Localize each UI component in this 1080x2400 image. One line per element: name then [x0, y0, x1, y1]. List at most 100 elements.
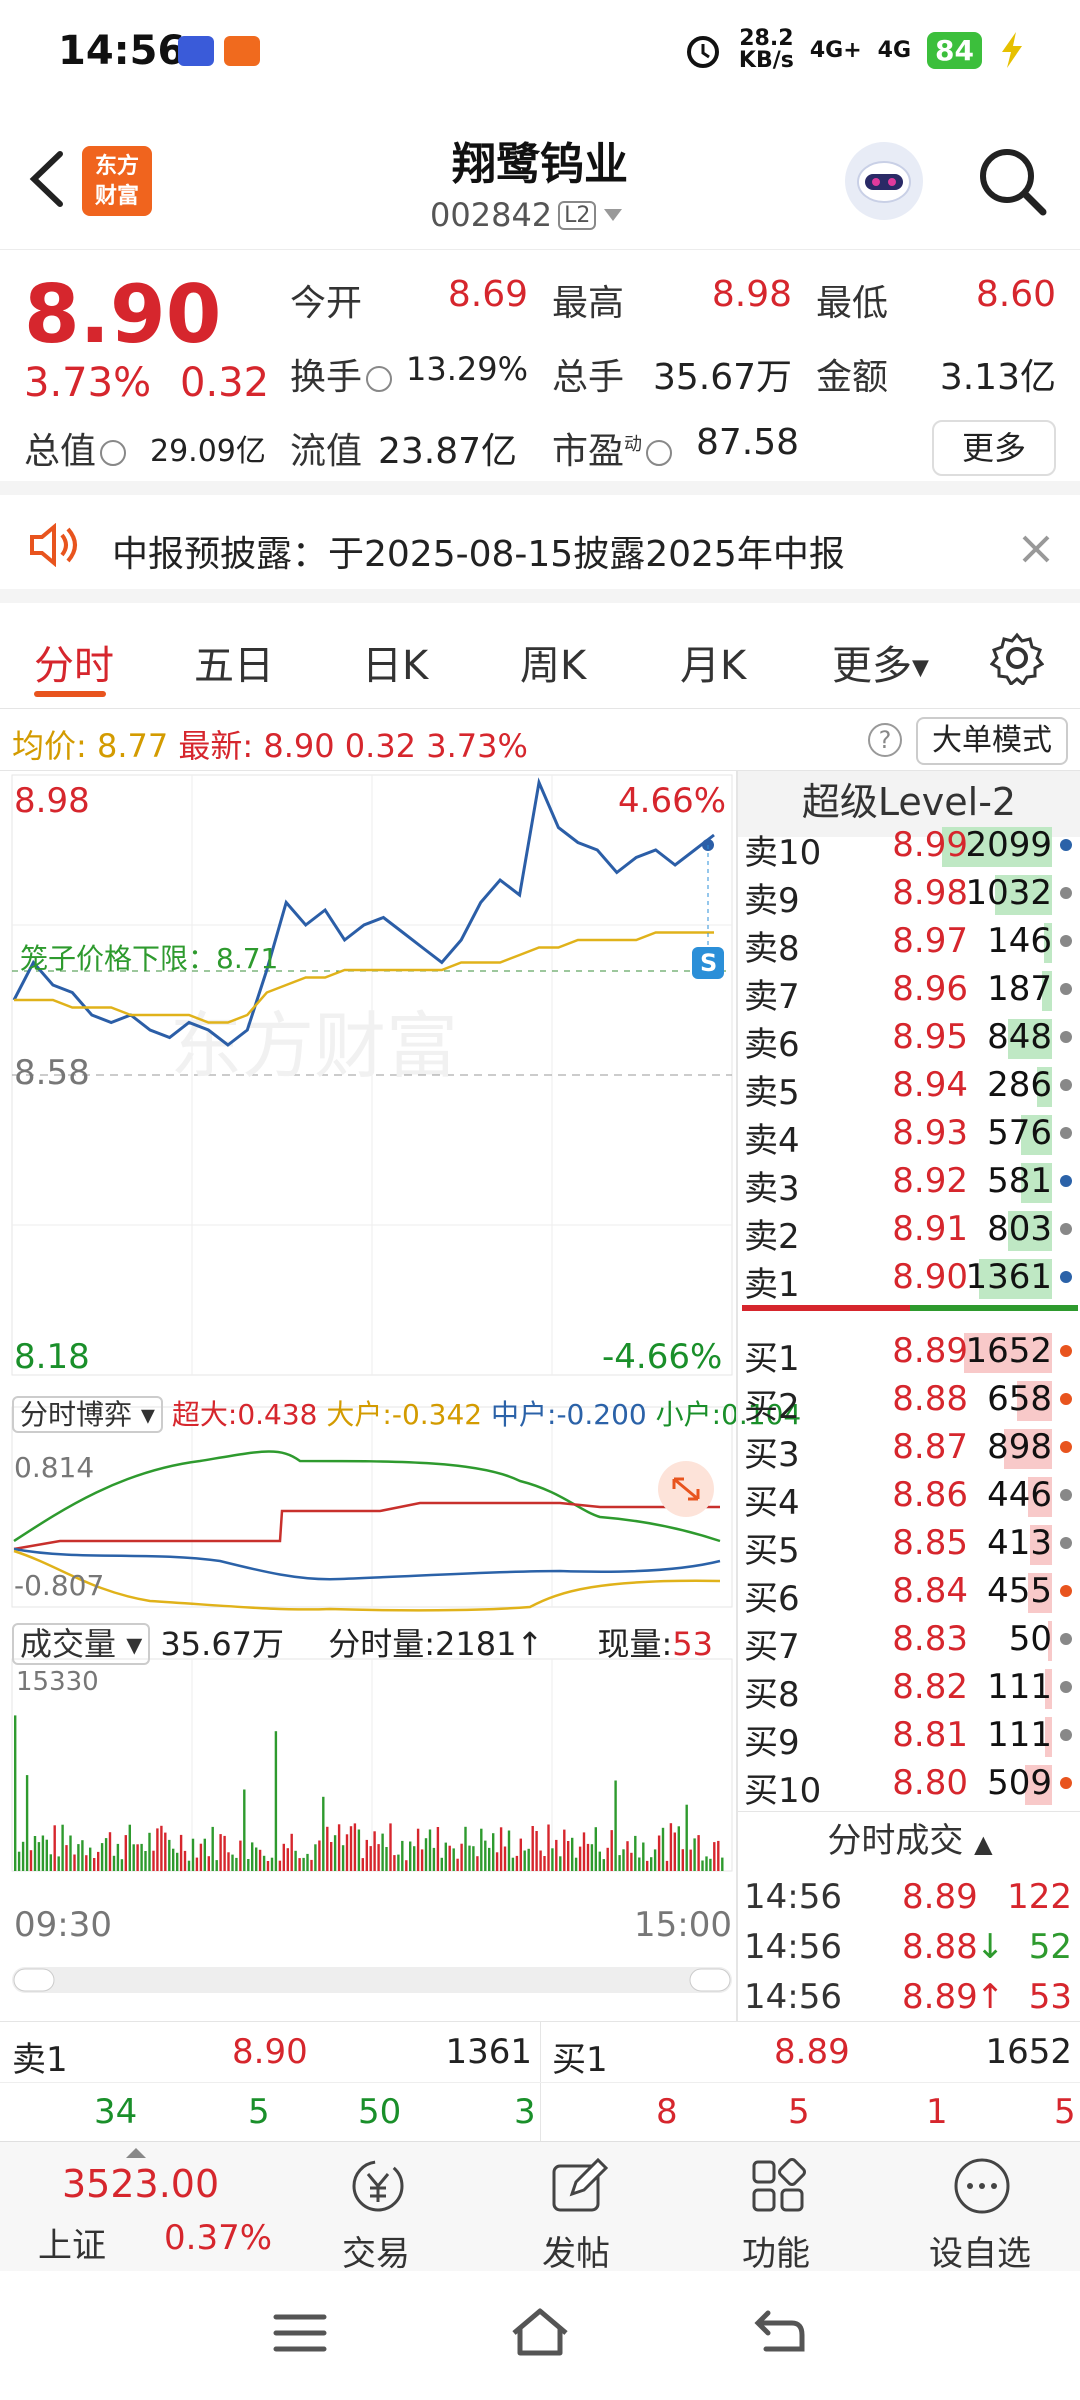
help-icon[interactable]: ?	[868, 723, 902, 757]
ask-row[interactable]: 卖8 8.97 146	[738, 917, 1080, 969]
level-price: 8.93	[892, 1113, 968, 1153]
chevron-down-icon	[604, 209, 623, 221]
bid-row[interactable]: 买3 8.87 898	[738, 1423, 1080, 1475]
volume-bar	[255, 1847, 258, 1871]
volume-bar	[661, 1827, 665, 1871]
menu-icon[interactable]	[272, 2311, 328, 2355]
tab-daily-k[interactable]: 日K	[362, 643, 429, 689]
notice-bar[interactable]: 中报预披露：于2025-08-15披露2025年中报	[0, 495, 1080, 603]
trades-header[interactable]: 分时成交 ▲	[738, 1811, 1080, 1871]
bid-row[interactable]: 买7 8.83 50	[738, 1615, 1080, 1667]
nav-functions[interactable]: 功能	[696, 2142, 856, 2274]
order-dot-icon	[1060, 983, 1072, 995]
order-dot-icon	[1060, 1345, 1072, 1357]
bo-selector[interactable]: 分时博弈 ▾	[12, 1396, 163, 1433]
level-price: 8.82	[892, 1667, 968, 1707]
back-arrow-icon[interactable]	[22, 148, 74, 210]
volume-bar	[594, 1827, 597, 1871]
order-dot-icon	[1060, 1681, 1072, 1693]
more-button[interactable]: 更多	[932, 420, 1056, 476]
assistant-robot-icon[interactable]	[845, 142, 923, 220]
volume-selector[interactable]: 成交量 ▾	[12, 1623, 151, 1665]
order-dot-icon	[1060, 1777, 1072, 1789]
nav-add-watchlist[interactable]: 设自选	[900, 2142, 1060, 2274]
tab-five-day[interactable]: 五日	[194, 643, 274, 689]
bid-row[interactable]: 买2 8.88 658	[738, 1375, 1080, 1427]
bid-row[interactable]: 买8 8.82 111	[738, 1663, 1080, 1715]
ask-row[interactable]: 卖4 8.93 576	[738, 1109, 1080, 1161]
nav-trade[interactable]: 交易	[296, 2142, 456, 2274]
scroll-handle-right[interactable]	[689, 1968, 731, 1992]
volume-bar	[653, 1849, 657, 1871]
s-marker-icon[interactable]	[692, 947, 724, 979]
chart-scrollbar[interactable]	[12, 1967, 732, 1993]
ask-row[interactable]: 卖5 8.94 286	[738, 1061, 1080, 1113]
ask-row[interactable]: 卖10 8.99 2099	[738, 821, 1080, 873]
search-icon[interactable]	[975, 144, 1051, 220]
volume-bar	[369, 1846, 372, 1871]
close-icon[interactable]	[1020, 533, 1052, 565]
volume-bar	[650, 1857, 653, 1871]
ask-row[interactable]: 卖6 8.95 848	[738, 1013, 1080, 1065]
volume-bar	[697, 1835, 700, 1871]
bid-row[interactable]: 买9 8.81 111	[738, 1711, 1080, 1763]
order-book-title[interactable]: 超级Level-2	[738, 771, 1080, 837]
tab-more[interactable]: 更多▼	[832, 643, 929, 689]
tab-underline	[34, 691, 106, 697]
volume-bar	[563, 1829, 566, 1871]
volume-bar	[468, 1845, 471, 1871]
ask-row[interactable]: 卖1 8.90 1361	[738, 1253, 1080, 1305]
volume-bar	[21, 1841, 25, 1871]
volume-bar	[203, 1838, 206, 1871]
volume-bar	[14, 1715, 17, 1871]
ask-row[interactable]: 卖9 8.98 1032	[738, 869, 1080, 921]
ask-row[interactable]: 卖2 8.91 803	[738, 1205, 1080, 1257]
ask-row[interactable]: 卖7 8.96 187	[738, 965, 1080, 1017]
level-name: 买7	[744, 1627, 800, 1667]
avg-price-line	[14, 931, 714, 1024]
ask-part: 50	[358, 2092, 402, 2132]
volume-bar	[377, 1844, 380, 1871]
time-start-label: 09:30	[14, 1905, 112, 1945]
bid-row[interactable]: 买5 8.85 413	[738, 1519, 1080, 1571]
volume-bar	[484, 1840, 487, 1871]
bid-row[interactable]: 买1 8.89 1652	[738, 1327, 1080, 1379]
volume-bar	[65, 1845, 68, 1871]
info-icon[interactable]	[646, 440, 673, 466]
volume-bar	[503, 1846, 507, 1871]
volume-bar	[81, 1840, 84, 1871]
index-ticker[interactable]: 3523.00 上证 0.37%	[0, 2142, 290, 2272]
bid-row[interactable]: 买4 8.86 446	[738, 1471, 1080, 1523]
volume-bar	[286, 1848, 289, 1871]
ask-row[interactable]: 卖3 8.92 581	[738, 1157, 1080, 1209]
nav-post[interactable]: 发帖	[496, 2142, 656, 2274]
volume-bar	[37, 1842, 41, 1871]
order-dot-icon	[1060, 1537, 1072, 1549]
volume-bar	[638, 1857, 641, 1871]
volume-bar	[405, 1860, 408, 1871]
level-volume: 898	[987, 1427, 1052, 1467]
big-order-mode-button[interactable]: 大单模式	[916, 717, 1068, 765]
intraday-chart[interactable]: 东方财富 S 8.98 4.66% 笼子价格下限：8.71 8.58 8.18 …	[0, 771, 801, 2021]
bid-row[interactable]: 买6 8.84 455	[738, 1567, 1080, 1619]
signal-4g: 4G	[877, 37, 912, 63]
tab-intraday[interactable]: 分时	[34, 643, 114, 689]
gear-icon[interactable]	[990, 631, 1044, 685]
tab-monthly-k[interactable]: 月K	[680, 643, 747, 689]
volume-bar	[132, 1844, 135, 1871]
trade-time: 14:56	[744, 1977, 842, 2017]
home-icon[interactable]	[508, 2305, 572, 2357]
back-icon[interactable]	[752, 2307, 808, 2355]
brand-logo[interactable]: 东方 财富	[82, 146, 152, 216]
volume-bar	[227, 1852, 230, 1871]
volume-bar	[456, 1858, 459, 1871]
stock-code-row[interactable]: 002842 L2	[430, 196, 624, 234]
info-icon[interactable]	[100, 440, 127, 466]
tab-weekly-k[interactable]: 周K	[520, 643, 587, 689]
bid-row[interactable]: 买10 8.80 509	[738, 1759, 1080, 1811]
scroll-handle-left[interactable]	[13, 1968, 55, 1992]
level-name: 卖5	[744, 1073, 800, 1113]
volume-bar	[385, 1847, 388, 1871]
level-price: 8.99	[892, 825, 968, 865]
info-icon[interactable]	[366, 366, 393, 392]
